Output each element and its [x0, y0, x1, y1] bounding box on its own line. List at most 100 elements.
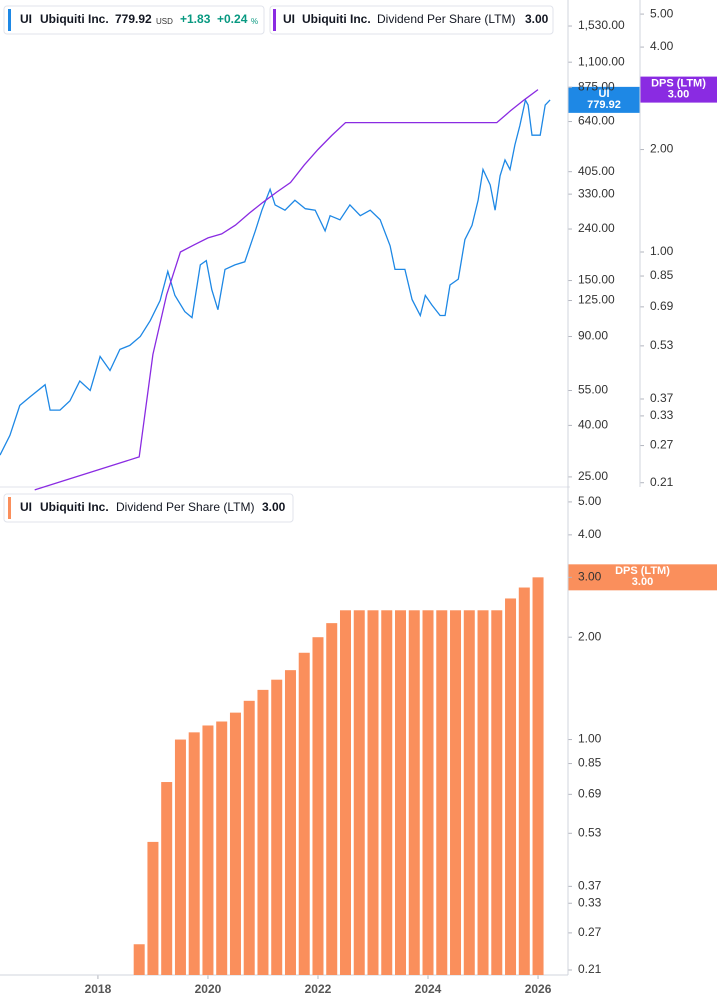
dps-axis-tick-label: 0.21	[650, 475, 674, 489]
plot-lines	[0, 89, 551, 491]
badge-label: UI	[599, 88, 610, 100]
badge-label: DPS (LTM)	[651, 78, 706, 90]
price-axis-tick-label: 1,100.00	[578, 54, 625, 68]
legend-company: Ubiquiti Inc.	[302, 12, 371, 26]
dps-axis-tick-label: 0.33	[650, 408, 674, 422]
bar	[381, 610, 393, 975]
legend-ticker: UI	[283, 12, 295, 26]
price-axis-tick-label: 25.00	[578, 469, 608, 483]
dps-axis-tick-label: 0.27	[578, 925, 602, 939]
bar	[532, 577, 544, 975]
price-axis-tick-label: 405.00	[578, 164, 615, 178]
legend-swatch	[8, 9, 11, 31]
price-axis-tick-label: 875.00	[578, 79, 615, 93]
price-axis-tick-label: 55.00	[578, 383, 608, 397]
legend-ticker: UI	[20, 12, 32, 26]
bar	[326, 623, 338, 975]
price-axis-tick-label: 240.00	[578, 221, 615, 235]
bar	[463, 610, 475, 975]
dps-axis-tick-label: 0.37	[578, 879, 602, 893]
series-line	[34, 89, 539, 491]
legend-currency: USD	[156, 17, 173, 26]
bar	[216, 721, 228, 975]
legend-price: 779.92	[115, 12, 152, 26]
legend-pct-unit: %	[251, 17, 258, 26]
legend-box	[269, 5, 554, 35]
dps-axis-tick-label: 0.53	[578, 825, 602, 839]
price-axis-tick-label: 330.00	[578, 186, 615, 200]
bar	[422, 610, 434, 975]
price-axis-tick-label: 90.00	[578, 329, 608, 343]
legend-name: Ubiquiti Inc.	[40, 12, 109, 26]
bars	[133, 577, 544, 975]
legend-value: 3.00	[262, 500, 286, 514]
badge-value: 3.00	[632, 576, 653, 588]
dps-axis-tick-label: 0.85	[578, 756, 602, 770]
legend-change: +1.83	[180, 12, 211, 26]
price-badge	[640, 76, 717, 103]
bar	[477, 610, 489, 975]
badge-value: 3.00	[668, 89, 689, 101]
dps-axis-tick-label: 1.00	[650, 244, 674, 258]
price-axis-tick-label: 1,530.00	[578, 18, 625, 32]
dps-axis-tick-label: 0.85	[650, 268, 674, 282]
dps-axis-tick-label: 0.69	[578, 787, 602, 801]
dps-axis-tick-label: 5.00	[578, 494, 602, 508]
x-tick-label: 2020	[195, 982, 222, 996]
dps-axis-tick-label: 3.00	[578, 570, 602, 584]
dps-axis-tick-label: 1.00	[578, 732, 602, 746]
legend-value: 3.00	[525, 12, 549, 26]
legend-swatch	[8, 497, 11, 519]
dps-axis-tick-label: 0.69	[650, 299, 674, 313]
bar	[284, 670, 296, 975]
bar	[339, 610, 351, 975]
legend-company: Ubiquiti Inc.	[40, 500, 109, 514]
dps-axis-tick-label: 0.21	[578, 962, 602, 976]
legend-name: Dividend Per Share (LTM)	[377, 12, 516, 26]
price-badge	[568, 564, 717, 591]
dps-axis-tick-label: 2.00	[650, 142, 674, 156]
bar	[436, 610, 448, 975]
badge-label: DPS (LTM)	[615, 565, 670, 577]
legend-ticker: UI	[20, 500, 32, 514]
x-tick-label: 2024	[415, 982, 442, 996]
x-tick-label: 2018	[85, 982, 112, 996]
dps-axis-tick-label: 4.00	[578, 527, 602, 541]
bar	[257, 689, 269, 975]
bar	[353, 610, 365, 975]
bar	[243, 700, 255, 975]
legend: UI Ubiquiti Inc. 779.92 USD +1.83 +0.24 …	[3, 5, 554, 523]
dps-axis-tick-label: 2.00	[578, 629, 602, 643]
series-line	[0, 98, 551, 456]
dps-axis-tick-label: 5.00	[650, 6, 674, 20]
bar	[161, 782, 173, 975]
price-axis-tick-label: 640.00	[578, 114, 615, 128]
bar	[271, 679, 283, 975]
bar	[367, 610, 379, 975]
x-tick-label: 2026	[525, 982, 552, 996]
bar	[491, 610, 503, 975]
dps-axis-tick-label: 0.37	[650, 391, 674, 405]
dps-axis-tick-label: 0.27	[650, 438, 674, 452]
badge-value: 779.92	[587, 99, 621, 111]
bar	[174, 739, 186, 975]
legend-change-pct: +0.24	[217, 12, 248, 26]
dps-axis-tick-label: 0.53	[650, 338, 674, 352]
bar	[408, 610, 420, 975]
legend-box	[3, 5, 265, 35]
bar	[188, 732, 200, 975]
price-axis-tick-label: 150.00	[578, 273, 615, 287]
bar	[450, 610, 462, 975]
bar	[395, 610, 407, 975]
legend-box	[3, 493, 294, 523]
bar	[518, 587, 530, 975]
bar	[298, 652, 310, 975]
bar	[312, 637, 324, 975]
price-badge	[568, 86, 640, 113]
legend-name: Dividend Per Share (LTM)	[116, 500, 255, 514]
bar	[133, 944, 145, 975]
bar	[147, 841, 159, 975]
bar	[505, 598, 517, 975]
legend-swatch	[273, 9, 276, 31]
